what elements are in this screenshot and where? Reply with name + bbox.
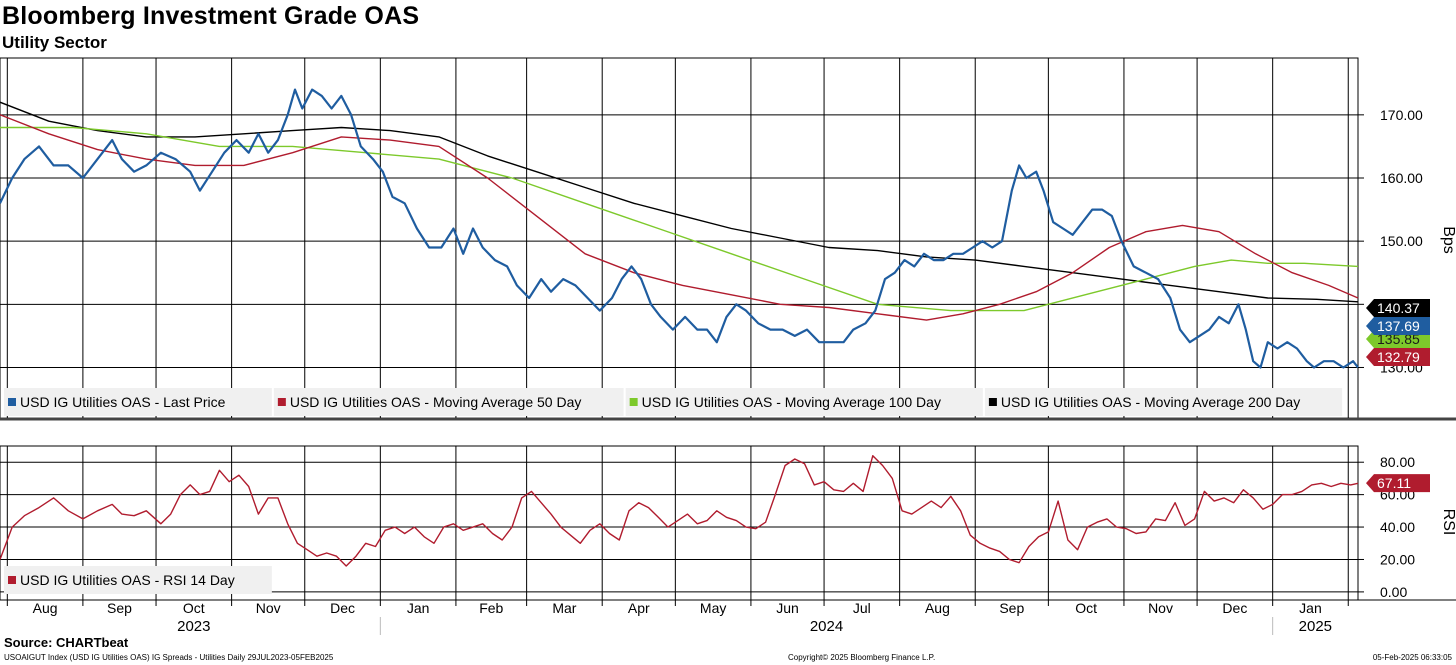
ma200-line: [0, 101, 1359, 303]
x-month-label: Nov: [1148, 600, 1173, 616]
legend-label: USD IG Utilities OAS - Moving Average 50…: [290, 394, 582, 410]
legend-label: USD IG Utilities OAS - Moving Average 20…: [1001, 394, 1300, 410]
legend-swatch: [629, 398, 638, 406]
rsi-y-tick-label: 20.00: [1380, 551, 1415, 567]
last-value-badge: 137.69: [1366, 317, 1430, 335]
badge-value: 140.37: [1377, 300, 1420, 316]
price-y-tick-label: 160.00: [1380, 170, 1423, 186]
x-month-label: Sep: [107, 600, 132, 616]
legend-swatch: [8, 576, 16, 584]
x-month-label: Jul: [853, 600, 871, 616]
x-month-label: Oct: [1075, 600, 1097, 616]
x-month-label: Dec: [330, 600, 355, 616]
badge-shape: [1366, 348, 1430, 366]
x-month-label: Sep: [999, 600, 1024, 616]
price-panel-frame: [0, 57, 1359, 419]
x-year-label: 2025: [1299, 618, 1332, 635]
last-value-badge: 140.37: [1366, 299, 1430, 317]
x-month-label: Aug: [33, 600, 58, 616]
badge-shape: [1366, 317, 1430, 335]
chart-subtitle: Utility Sector: [2, 33, 107, 52]
x-month-label: Feb: [479, 600, 503, 616]
legend-swatch: [277, 398, 286, 406]
legend-swatch: [988, 398, 997, 406]
rsi-y-tick-label: 80.00: [1380, 454, 1415, 470]
price-legend: USD IG Utilities OAS - Last Price USD IG …: [4, 388, 1343, 416]
legend-label: USD IG Utilities OAS - RSI 14 Day: [20, 572, 235, 588]
x-month-label: Nov: [256, 600, 281, 616]
legend-item: [625, 388, 983, 416]
rsi-line: [0, 455, 1359, 567]
badge-shape: [1366, 474, 1430, 493]
ma100-line: [0, 126, 1359, 312]
badge-shape: [1366, 299, 1430, 317]
legend-label: USD IG Utilities OAS - Moving Average 10…: [642, 394, 941, 410]
price-y-tick-label: 150.00: [1380, 233, 1423, 249]
ma50-line: [0, 114, 1359, 321]
badge-value: 137.69: [1377, 318, 1420, 334]
x-month-label: May: [700, 600, 726, 616]
last-value-badge: 132.79: [1366, 348, 1430, 366]
chart-description: USOAIGUT Index (USD IG Utilities OAS) IG…: [4, 653, 334, 662]
legend-item: [4, 388, 272, 416]
legend-swatch: [8, 398, 16, 406]
x-month-label: Apr: [628, 600, 650, 616]
copyright: Copyright© 2025 Bloomberg Finance L.P.: [788, 653, 936, 662]
price-y-tick-label: 170.00: [1380, 107, 1423, 123]
x-year-label: 2023: [177, 618, 210, 635]
x-month-label: Jun: [776, 600, 799, 616]
x-month-label: Mar: [552, 600, 576, 616]
x-month-label: Jan: [407, 600, 430, 616]
legend-item: [4, 566, 272, 594]
x-year-label: 2024: [810, 618, 843, 635]
rsi-legend: USD IG Utilities OAS - RSI 14 Day: [4, 566, 272, 594]
rsi-y-tick-label: 40.00: [1380, 519, 1415, 535]
rsi-y-tick-label: 0.00: [1380, 584, 1407, 600]
legend-label: USD IG Utilities OAS - Last Price: [20, 394, 226, 410]
timestamp: 05-Feb-2025 06:33:05: [1372, 653, 1452, 662]
price-y-axis-title: Bps: [1440, 226, 1456, 254]
chart-title: Bloomberg Investment Grade OAS: [2, 2, 420, 30]
rsi-y-axis-title: RSI: [1440, 509, 1456, 536]
last-value-badge: 67.11: [1366, 474, 1430, 493]
source-label: Source: CHARTbeat: [4, 635, 129, 650]
badge-value: 132.79: [1377, 349, 1420, 365]
x-month-label: Oct: [183, 600, 205, 616]
badge-value: 67.11: [1377, 475, 1411, 491]
x-month-label: Aug: [925, 600, 950, 616]
legend-item: [273, 388, 624, 416]
x-month-label: Dec: [1222, 600, 1247, 616]
legend-item: [984, 388, 1343, 416]
x-month-label: Jan: [1299, 600, 1322, 616]
last-price-line: [0, 88, 1359, 369]
